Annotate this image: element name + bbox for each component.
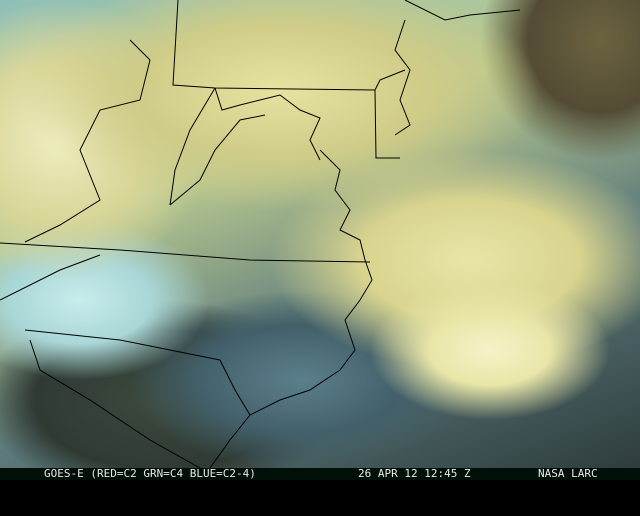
pennsylvania-border (172, 0, 406, 91)
new-york-border (404, 0, 521, 21)
satellite-label: GOES-E (RED=C2 GRN=C4 BLUE=C2-4) (44, 467, 256, 480)
satellite-image (0, 0, 640, 468)
datetime-label: 26 APR 12 12:45 Z (358, 467, 471, 480)
west-virginia-border (24, 39, 216, 243)
caption-bar: GOES-E (RED=C2 GRN=C4 BLUE=C2-4) 26 APR … (0, 468, 640, 480)
source-label: NASA LARC (538, 467, 598, 480)
new-jersey-border (394, 19, 411, 136)
maryland-border (214, 87, 321, 161)
south-coast (209, 369, 341, 468)
delaware-border (374, 89, 400, 159)
south-carolina-border (29, 339, 251, 468)
state-borders (0, 0, 640, 468)
virginia-border (0, 114, 371, 263)
chesapeake-coast (319, 149, 373, 371)
north-carolina-border (0, 254, 221, 361)
